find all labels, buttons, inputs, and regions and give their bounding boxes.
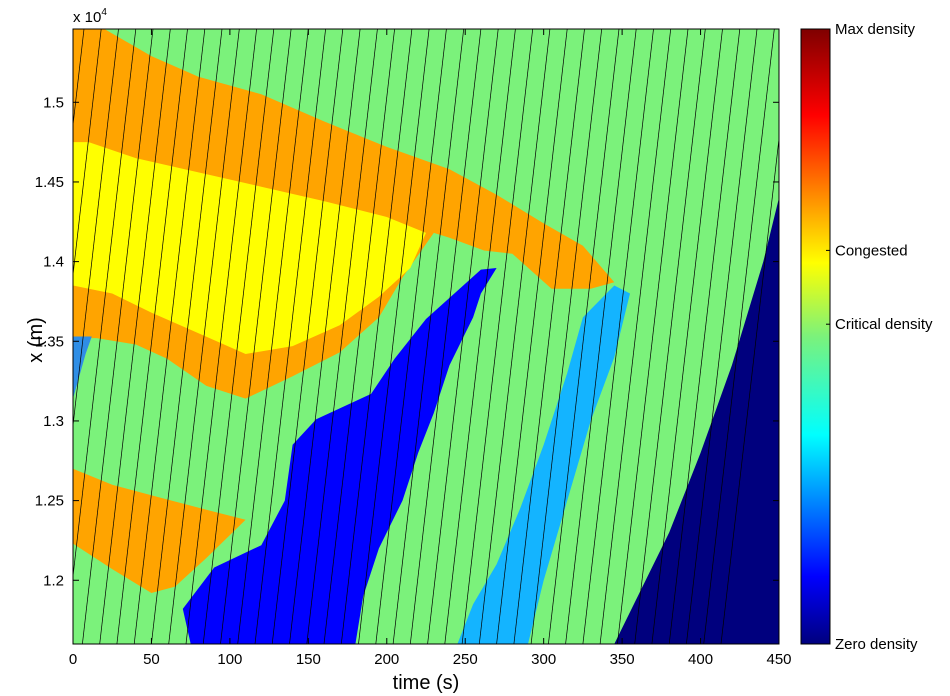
y-tick-label: 1.35 [35, 333, 64, 350]
x-tick-label: 400 [688, 651, 713, 668]
colorbar-label: Congested [835, 242, 908, 259]
colorbar-label: Zero density [835, 636, 918, 653]
trajectory-line [73, 29, 102, 278]
trajectory-line [375, 29, 447, 644]
y-tick-label: 1.5 [43, 94, 64, 111]
x-tick-label: 250 [453, 651, 478, 668]
x-tick-label: 350 [610, 651, 635, 668]
trajectory-line [323, 29, 395, 644]
trajectory-line [444, 29, 516, 644]
region-navy-right [614, 197, 779, 644]
trajectory-line [237, 29, 309, 644]
region-blue-left [73, 336, 92, 399]
y-axis-multiplier: x 104 [73, 7, 107, 26]
trajectory-line [82, 29, 154, 644]
trajectory-line [565, 29, 637, 644]
trajectory-line [599, 29, 672, 644]
trajectory-line [358, 29, 430, 644]
plot-frame [72, 28, 780, 645]
trajectory-line [427, 29, 499, 644]
trajectory-line [306, 29, 378, 644]
trajectory-line [513, 29, 585, 644]
trajectory-line [686, 29, 758, 644]
trajectory-line [73, 29, 137, 580]
trajectory-line [151, 29, 223, 644]
region-cyan-strip [457, 285, 630, 644]
trajectory-line [99, 29, 171, 644]
x-tick-label: 100 [217, 651, 242, 668]
trajectory-line [720, 135, 779, 644]
colorbar-label: Max density [835, 21, 916, 38]
density-regions [73, 29, 779, 644]
trajectory-line [703, 29, 775, 644]
colorbar-labels: Max density Congested Critical density Zero… [826, 21, 933, 653]
y-axis-label: x (m) [25, 317, 47, 363]
y-tick-label: 1.45 [35, 174, 64, 191]
y-tick-label: 1.25 [35, 493, 64, 510]
trajectory-line [548, 29, 620, 644]
trajectory-line [271, 29, 344, 644]
trajectory-line [185, 29, 257, 644]
x-tick-label: 300 [531, 651, 556, 668]
x-tick-label: 200 [374, 651, 399, 668]
x-tick-label: 50 [143, 651, 160, 668]
trajectory-line [392, 29, 465, 644]
trajectory-line [582, 29, 654, 644]
trajectory-line [202, 29, 275, 644]
trajectory-line [168, 29, 240, 644]
region-yellow-band [73, 142, 426, 354]
trajectory-line [530, 29, 603, 644]
trajectory-line [289, 29, 361, 644]
x-tick-label: 150 [296, 651, 321, 668]
y-axis-ticks: 1.2 1.25 1.3 1.35 1.4 1.45 1.5 [35, 94, 779, 589]
y-tick-label: 1.3 [43, 413, 64, 430]
trajectory-line [668, 29, 741, 644]
x-tick-label: 0 [69, 651, 77, 668]
y-axis-multiplier-exponent: 4 [101, 7, 107, 18]
trajectory-line [133, 29, 206, 644]
x-tick-label: 450 [766, 651, 791, 668]
y-axis-multiplier-base: x 10 [73, 9, 101, 26]
x-axis-label: time (s) [393, 672, 460, 694]
trajectory-line [478, 29, 551, 644]
region-blue-main [182, 268, 497, 644]
trajectory-line [634, 29, 706, 644]
y-tick-label: 1.4 [43, 254, 64, 271]
trajectory-line [340, 29, 413, 644]
trajectory-line [73, 29, 119, 429]
trajectory-line [116, 29, 188, 644]
trajectory-line [220, 29, 292, 644]
y-tick-label: 1.2 [43, 572, 64, 589]
trajectory-line [651, 29, 723, 644]
trajectory-line [461, 29, 534, 644]
colorbar-label: Critical density [835, 316, 933, 333]
trajectory-line [496, 29, 568, 644]
x-axis-ticks: 0 50 100 150 200 250 300 350 400 450 [69, 29, 792, 668]
trajectory-line [254, 29, 326, 644]
vehicle-trajectories [73, 29, 779, 644]
trajectory-line [409, 29, 482, 644]
trajectory-line [617, 29, 689, 644]
colorbar [800, 28, 831, 645]
